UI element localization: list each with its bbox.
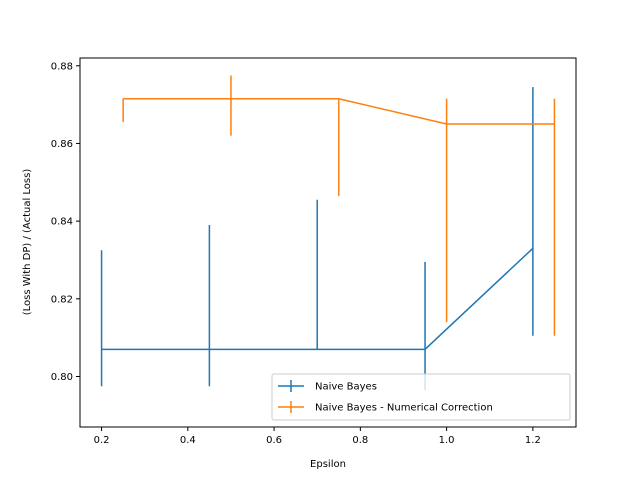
y-tick-label: 0.86: [51, 139, 73, 150]
legend-label: Naive Bayes - Numerical Correction: [315, 403, 493, 414]
legend-box: [271, 373, 571, 421]
x-axis: 0.2 0.4 0.6 0.8 1.0 1.2: [94, 427, 541, 446]
plot-frame: [79, 57, 577, 428]
y-tick-label: 0.84: [51, 217, 73, 228]
series-layer: [100, 75, 556, 391]
x-axis-label: Epsilon: [310, 459, 346, 470]
series-1: [100, 87, 534, 391]
y-tick-label: 0.88: [51, 61, 73, 72]
x-tick-label: 0.4: [180, 435, 196, 446]
legend-item: Naive Bayes: [278, 380, 377, 393]
x-tick-label: 0.8: [352, 435, 368, 446]
series-line: [101, 247, 534, 351]
x-tick-label: 1.0: [439, 435, 455, 446]
y-tick-label: 0.80: [51, 372, 73, 383]
y-axis: 0.80 0.82 0.84 0.86 0.88: [51, 61, 80, 383]
x-tick-label: 1.2: [525, 435, 541, 446]
plot-background: [80, 58, 576, 427]
y-tick-label: 0.82: [51, 294, 73, 305]
legend: Naive Bayes Naive Bayes - Numerical Corre…: [271, 373, 571, 421]
y-axis-label: (Loss With DP) / (Actual Loss): [22, 169, 33, 316]
series-2: [122, 75, 556, 336]
x-tick-label: 0.6: [266, 435, 282, 446]
x-tick-label: 0.2: [94, 435, 110, 446]
legend-item: Naive Bayes - Numerical Correction: [278, 401, 493, 414]
series-line: [123, 98, 555, 125]
legend-label: Naive Bayes: [315, 382, 377, 393]
